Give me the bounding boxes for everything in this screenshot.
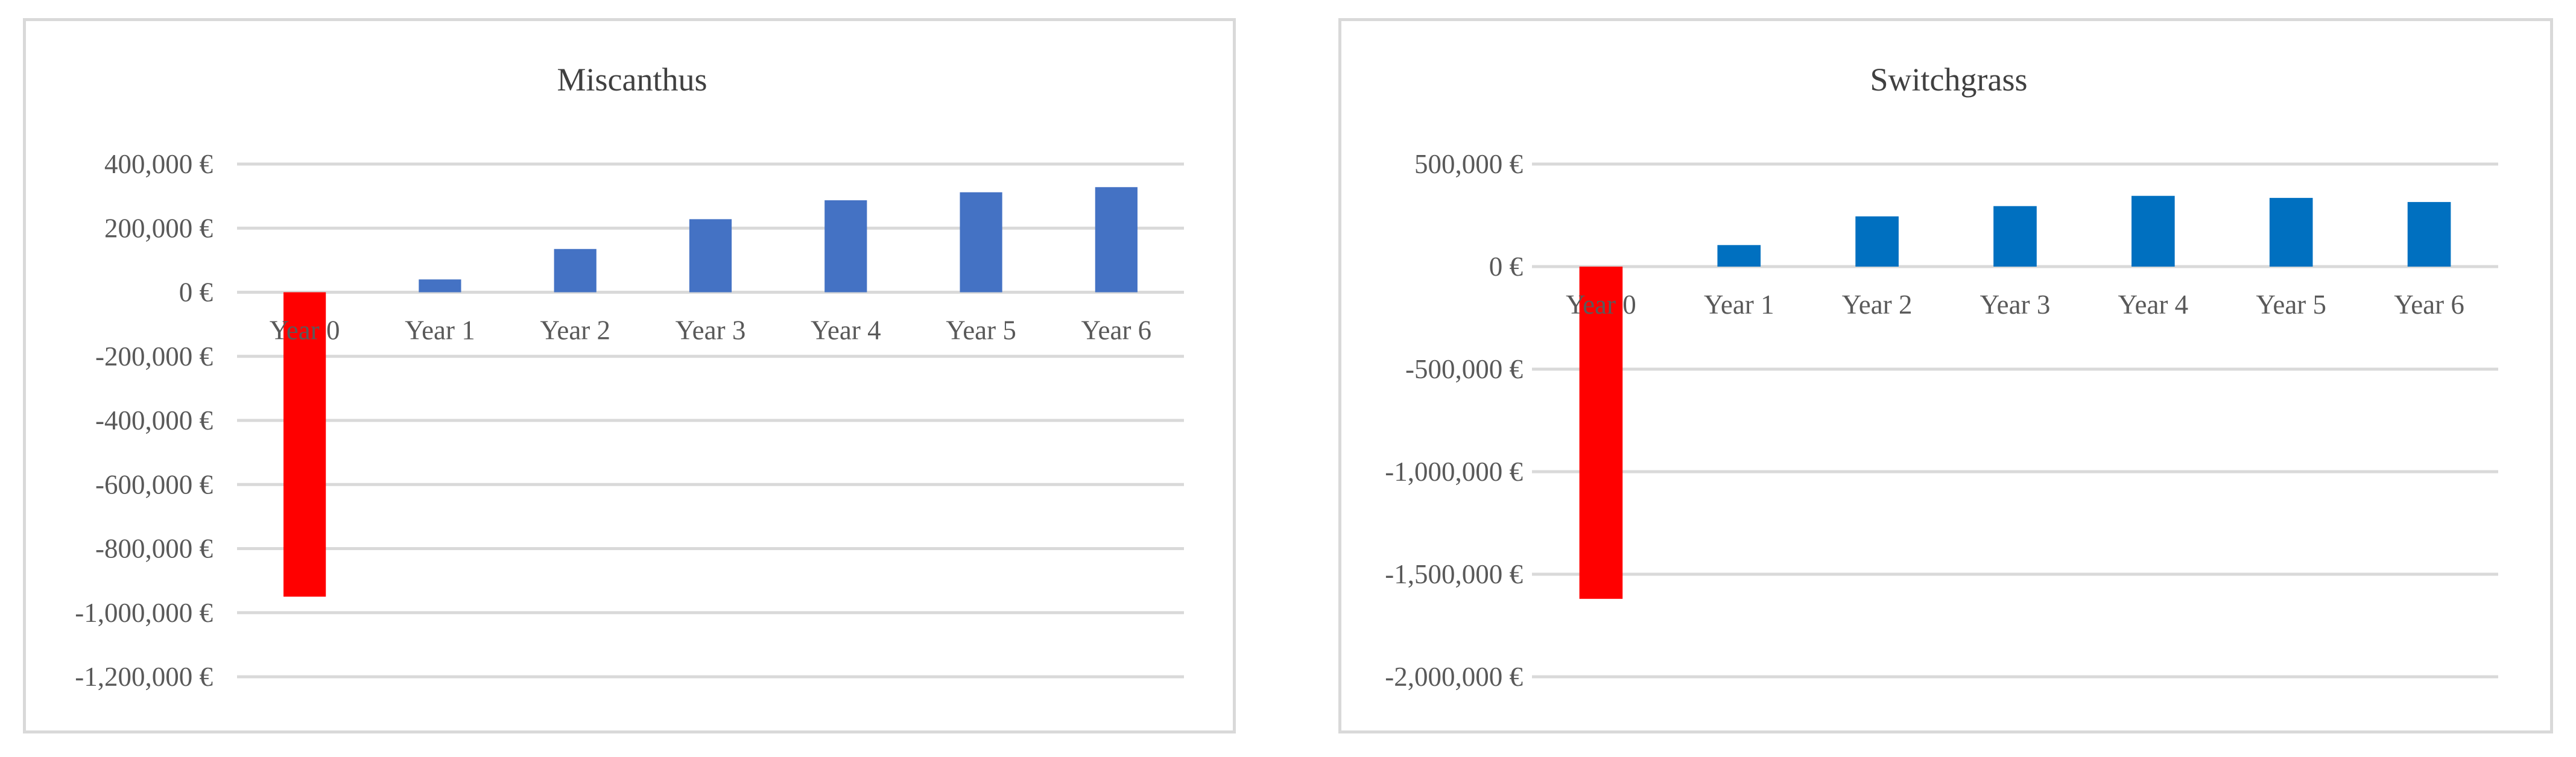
x-tick-label: Year 1 — [405, 315, 475, 346]
chart-title: Switchgrass — [1870, 62, 2028, 98]
y-tick-label: -800,000 € — [95, 534, 213, 564]
bar — [2407, 201, 2451, 267]
x-tick-label: Year 4 — [2118, 290, 2189, 320]
switchgrass-chart: Switchgrass 500,000 € 0 € -500,000 € -1,000… — [1385, 62, 2498, 692]
y-tick-label: -600,000 € — [95, 469, 213, 499]
y-tick-label: -200,000 € — [95, 341, 213, 372]
bar — [1095, 187, 1138, 293]
y-tick-label: -500,000 € — [1405, 354, 1523, 384]
switchgrass-chart-panel: Switchgrass 500,000 € 0 € -500,000 € -1,000… — [1338, 18, 2553, 733]
y-tick-label: -1,000,000 € — [75, 598, 213, 628]
bar — [2131, 195, 2175, 267]
y-tick-label: -1,200,000 € — [75, 662, 213, 692]
y-tick-label: 400,000 € — [104, 149, 213, 179]
y-tick-label: 200,000 € — [104, 213, 213, 243]
x-tick-label: Year 0 — [270, 315, 340, 346]
y-tick-label: -1,500,000 € — [1385, 559, 1523, 589]
bar — [1855, 216, 1899, 267]
x-tick-label: Year 1 — [1704, 290, 1774, 320]
x-tick-label: Year 2 — [540, 315, 610, 346]
bar — [554, 249, 597, 293]
x-tick-label: Year 3 — [1980, 290, 2051, 320]
x-tick-label: Year 6 — [1081, 315, 1152, 346]
x-tick-label: Year 4 — [811, 315, 881, 346]
y-tick-label: -400,000 € — [95, 405, 213, 436]
bar — [689, 219, 732, 293]
y-tick-label: -2,000,000 € — [1385, 662, 1523, 692]
y-tick-label: -1,000,000 € — [1385, 457, 1523, 487]
x-tick-label: Year 0 — [1566, 290, 1636, 320]
bar — [2269, 198, 2313, 267]
x-tick-label: Year 5 — [2256, 290, 2326, 320]
miscanthus-chart-panel: Miscanthus 400,000 € 200,000 € 0 € -200,000… — [23, 18, 1236, 733]
y-tick-label: 500,000 € — [1414, 149, 1523, 179]
x-tick-label: Year 3 — [676, 315, 746, 346]
x-tick-label: Year 2 — [1842, 290, 1913, 320]
bar — [1579, 267, 1623, 599]
bar — [1717, 245, 1761, 267]
bar — [283, 292, 326, 597]
y-tick-label: 0 € — [179, 277, 213, 308]
bar — [1993, 206, 2037, 267]
miscanthus-chart: Miscanthus 400,000 € 200,000 € 0 € -200,000… — [75, 62, 1184, 692]
x-tick-label: Year 6 — [2394, 290, 2464, 320]
bar — [960, 192, 1002, 293]
x-tick-label: Year 5 — [946, 315, 1016, 346]
bar — [824, 200, 867, 293]
chart-title: Miscanthus — [557, 62, 707, 98]
y-tick-label: 0 € — [1489, 252, 1523, 282]
bar — [419, 279, 461, 293]
